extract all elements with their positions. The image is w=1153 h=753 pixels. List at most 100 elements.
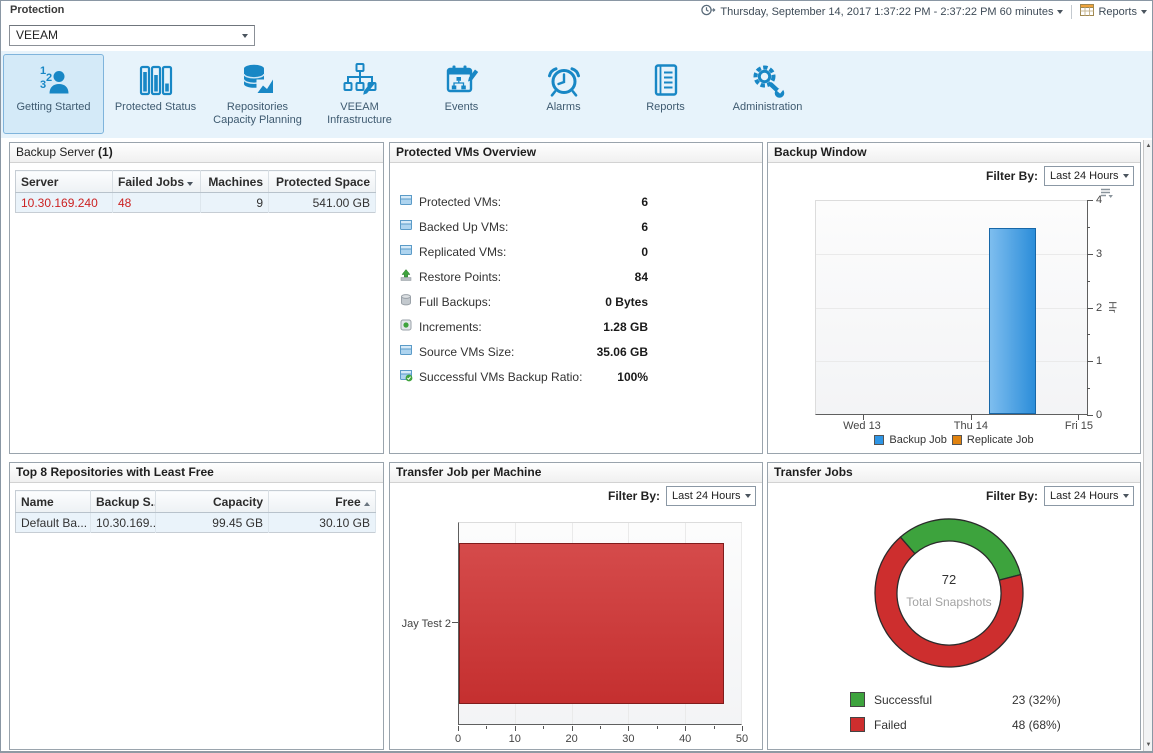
transfer-machine-bar	[459, 543, 724, 705]
topbar-separator	[1071, 5, 1072, 19]
y-axis-ticks	[1087, 200, 1094, 415]
column-header-capacity[interactable]: Capacity	[156, 491, 269, 513]
toolbar-item-veeam-infrastructure[interactable]: VEEAM Infrastructure	[309, 54, 410, 134]
chevron-down-icon	[1057, 10, 1063, 14]
sort-asc-icon	[364, 502, 370, 506]
events-icon	[442, 55, 482, 101]
sort-desc-icon	[187, 182, 193, 186]
vm-icon	[399, 193, 413, 210]
column-header-free[interactable]: Free	[269, 491, 376, 513]
reports-button-label: Reports	[1098, 6, 1137, 18]
chevron-down-icon	[1141, 10, 1147, 14]
filter-by-label: Filter By:	[986, 169, 1038, 183]
transfer-job-per-machine-panel: Transfer Job per Machine Filter By: Last…	[389, 462, 763, 750]
vm-check-icon	[399, 368, 413, 385]
repositories-capacity-planning-icon	[238, 55, 278, 101]
legend-label: Replicate Job	[967, 434, 1034, 446]
x-axis-labels: Wed 13 Thu 14 Fri 15	[815, 420, 1088, 434]
y-axis-title: Hr	[1106, 301, 1118, 313]
table-row[interactable]: 10.30.169.240 48 9 541.00 GB	[16, 193, 376, 213]
vm-icon	[399, 243, 413, 260]
svg-text:2: 2	[46, 72, 52, 84]
failed-swatch	[850, 717, 865, 732]
toolbar-item-getting-started[interactable]: 123 Getting Started	[3, 54, 104, 134]
column-header-failed-jobs[interactable]: Failed Jobs	[113, 171, 201, 193]
column-header-protected-space[interactable]: Protected Space	[269, 171, 376, 193]
panel-title: Protected VMs Overview	[390, 143, 762, 163]
legend-item-failed: Failed 48 (68%)	[850, 717, 1100, 733]
backup-window-filter-dropdown[interactable]: Last 24 Hours	[1044, 166, 1134, 186]
vertical-scrollbar[interactable]: ▲ ▼	[1143, 140, 1153, 752]
protected-status-icon	[136, 55, 176, 101]
x-axis-ticks	[458, 726, 742, 732]
replicate-job-swatch	[952, 435, 962, 445]
category-tick	[452, 622, 458, 623]
topbar-right: Thursday, September 14, 2017 1:37:22 PM …	[700, 3, 1147, 20]
toolbar-item-alarms[interactable]: Alarms	[513, 54, 614, 134]
cell-protected-space: 541.00 GB	[269, 193, 376, 213]
panel-title: Top 8 Repositories with Least Free	[10, 463, 383, 483]
vm-icon	[399, 218, 413, 235]
time-range-text: Thursday, September 14, 2017 1:37:22 PM …	[720, 6, 1053, 18]
alarms-icon	[544, 55, 584, 101]
cell-free: 30.10 GB	[269, 513, 376, 533]
list-item: Restore Points:84	[399, 264, 648, 289]
backup-server-table: Server Failed Jobs Machines Protected Sp…	[15, 170, 376, 213]
chevron-down-icon	[745, 494, 751, 498]
disk-icon	[399, 293, 413, 310]
cell-server: 10.30.169.240	[16, 193, 113, 213]
administration-icon	[748, 55, 788, 101]
toolbar-item-events[interactable]: Events	[411, 54, 512, 134]
toolbar-item-label: Protected Status	[113, 101, 198, 114]
column-header-backup-server[interactable]: Backup S...	[91, 491, 156, 513]
toolbar-item-administration[interactable]: Administration	[717, 54, 818, 134]
scope-dropdown-value: VEEAM	[16, 28, 58, 42]
successful-swatch	[850, 692, 865, 707]
reports-button[interactable]: Reports	[1080, 4, 1147, 19]
backup-window-panel: Backup Window Filter By: Last 24 Hours 4…	[767, 142, 1141, 454]
toolbar-item-label: Getting Started	[15, 101, 93, 114]
chevron-down-icon	[242, 34, 248, 38]
backup-server-panel: Backup Server (1) Server Failed Jobs Mac…	[9, 142, 384, 454]
restore-point-icon	[399, 268, 413, 285]
time-range-icon	[700, 2, 716, 21]
scope-dropdown[interactable]: VEEAM	[9, 25, 255, 46]
list-item: Protected VMs:6	[399, 189, 648, 214]
section-label: Protection	[10, 4, 64, 16]
scroll-up-button[interactable]: ▲	[1144, 140, 1153, 153]
toolbar-item-label: Administration	[731, 101, 805, 114]
toolbar-item-protected-status[interactable]: Protected Status	[105, 54, 206, 134]
legend-label: Backup Job	[889, 434, 946, 446]
veeam-one-window: Protection Thursday, September 14, 2017 …	[0, 0, 1153, 753]
list-item: Increments:1.28 GB	[399, 314, 648, 339]
reports-icon	[646, 55, 686, 101]
dashboard-toolbar: 123 Getting Started Protected Status Rep…	[1, 51, 1152, 138]
toolbar-item-label: Repositories Capacity Planning	[208, 101, 307, 127]
time-range-selector[interactable]: Thursday, September 14, 2017 1:37:22 PM …	[700, 2, 1063, 21]
x-axis-labels: 0 10 20 30 40 50	[458, 733, 742, 746]
vm-icon	[399, 343, 413, 360]
column-header-machines[interactable]: Machines	[201, 171, 269, 193]
list-item: Successful VMs Backup Ratio:100%	[399, 364, 648, 389]
toolbar-item-reports[interactable]: Reports	[615, 54, 716, 134]
getting-started-icon: 123	[34, 55, 74, 101]
donut-center-label: Total Snapshots	[869, 595, 1029, 609]
cell-machines: 9	[201, 193, 269, 213]
toolbar-item-repositories-capacity-planning[interactable]: Repositories Capacity Planning	[207, 54, 308, 134]
scroll-down-button[interactable]: ▼	[1144, 739, 1153, 752]
cell-failed-jobs: 48	[113, 193, 201, 213]
legend-item-successful: Successful 23 (32%)	[850, 692, 1100, 708]
backup-window-bar	[989, 228, 1035, 414]
cell-capacity: 99.45 GB	[156, 513, 269, 533]
toolbar-item-label: Reports	[644, 101, 687, 114]
table-row[interactable]: Default Ba... 10.30.169.... 99.45 GB 30.…	[16, 513, 376, 533]
top-repositories-table: Name Backup S... Capacity Free Default B…	[15, 490, 376, 533]
transfer-machine-filter-dropdown[interactable]: Last 24 Hours	[666, 486, 756, 506]
transfer-jobs-panel: Transfer Jobs Filter By: Last 24 Hours 7…	[767, 462, 1141, 750]
svg-text:3: 3	[40, 79, 46, 91]
column-header-server[interactable]: Server	[16, 171, 113, 193]
column-header-name[interactable]: Name	[16, 491, 91, 513]
panel-title: Backup Server (1)	[10, 143, 383, 163]
cell-backup-server: 10.30.169....	[91, 513, 156, 533]
list-item: Source VMs Size:35.06 GB	[399, 339, 648, 364]
